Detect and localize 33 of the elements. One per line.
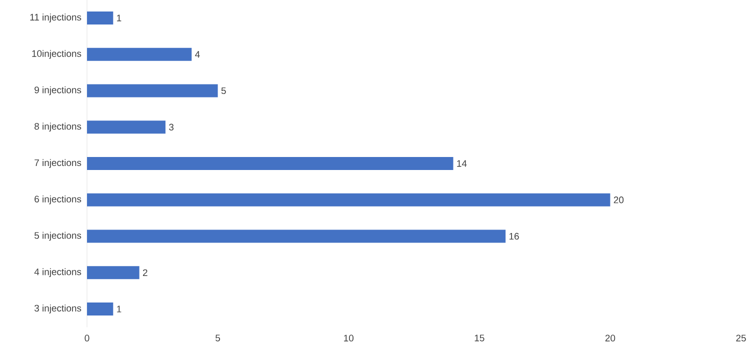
data-label: 2 <box>142 269 148 276</box>
bar <box>87 266 140 280</box>
bar <box>87 157 454 170</box>
y-tick-label: 6 injections <box>34 195 82 204</box>
data-label: 1 <box>117 306 122 312</box>
bar <box>87 230 506 243</box>
data-label: 1 <box>117 14 122 22</box>
x-tick-label: 15 <box>474 334 484 342</box>
y-tick-label: 11 injections <box>30 14 82 22</box>
bar <box>87 12 114 24</box>
y-tick-label: 4 injections <box>34 268 82 278</box>
y-tick-label: 8 injections <box>34 122 82 132</box>
data-label: 20 <box>614 196 624 204</box>
data-label: 5 <box>221 87 226 94</box>
bar <box>87 302 114 316</box>
x-tick-label: 25 <box>736 334 746 342</box>
y-tick-label: 10injections <box>32 50 82 59</box>
data-label: 14 <box>457 160 467 167</box>
y-tick-label: 9 injections <box>34 86 82 96</box>
bar <box>87 48 192 61</box>
y-tick-label: 7 injections <box>34 159 82 168</box>
bar <box>87 84 218 98</box>
data-label: 16 <box>509 232 519 240</box>
x-tick-label: 0 <box>84 334 90 342</box>
x-tick-label: 5 <box>216 334 220 342</box>
y-tick-label: 3 injections <box>34 304 82 314</box>
x-tick-label: 10 <box>344 334 354 342</box>
bar <box>87 120 166 134</box>
y-tick-label: 5 injections <box>34 232 82 241</box>
data-label: 4 <box>195 51 200 58</box>
bar <box>87 193 610 206</box>
x-tick-label: 20 <box>605 334 616 342</box>
data-label: 3 <box>169 124 174 130</box>
